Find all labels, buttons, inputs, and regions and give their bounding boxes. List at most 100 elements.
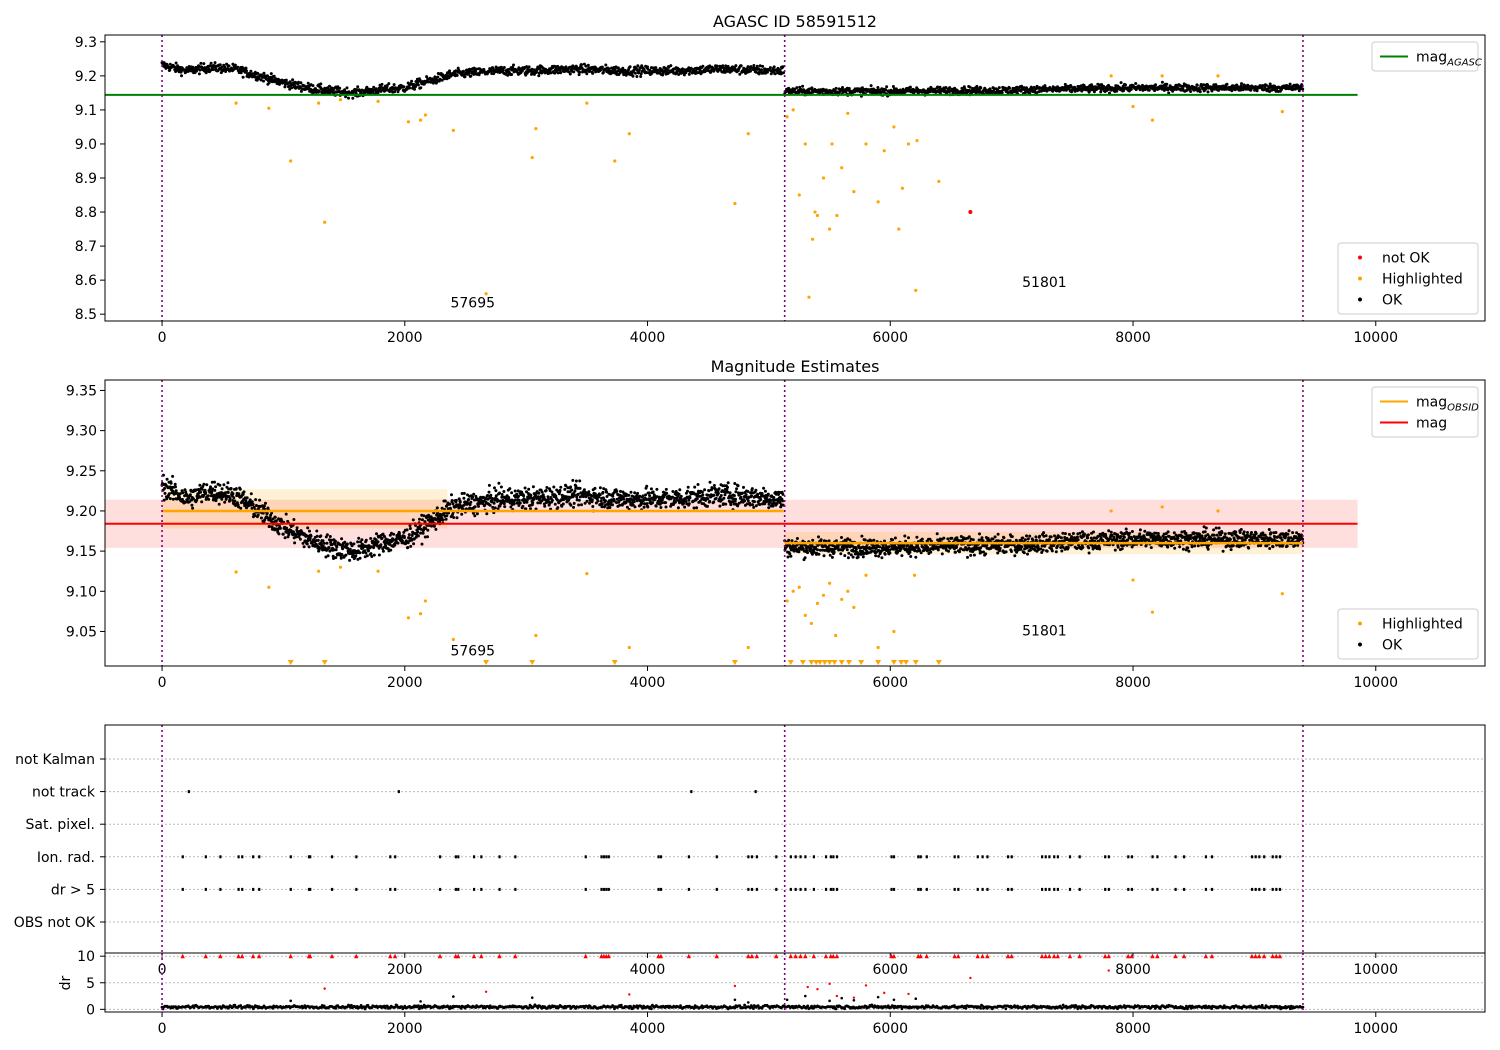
p2-ok-point (1013, 554, 1017, 558)
p2-ok-point (244, 499, 248, 503)
p2-ok-point (307, 545, 311, 549)
p1-ok-point (374, 87, 378, 91)
p1-ok-point (798, 85, 802, 89)
p2-ok-point (238, 487, 242, 491)
p1-ok-point (199, 61, 203, 65)
p2-ok-point (717, 487, 721, 491)
p1-ok-point (176, 64, 180, 68)
p1-ok-point (572, 70, 576, 74)
p1-ok-point (440, 78, 444, 82)
p1-ok-point (669, 64, 673, 68)
p2-ok-point (187, 500, 191, 504)
p2-ok-point (1002, 536, 1006, 540)
p1-ok-point (218, 63, 222, 67)
p2-ok-point (849, 553, 853, 557)
p2-ok-point (239, 506, 243, 510)
p2-ok-point (531, 485, 535, 489)
p2-ok-point (380, 536, 384, 540)
p1-ytick-label: 8.7 (75, 239, 97, 255)
p2-ok-point (604, 488, 608, 492)
p1-highlighted-point (406, 120, 411, 124)
p2-ok-point (767, 506, 771, 510)
p2-ok-point (359, 540, 362, 544)
p1-ok-point (425, 75, 429, 79)
p2-ok-point (754, 488, 758, 492)
p1-ok-point (752, 64, 756, 67)
p1-ok-point (482, 68, 486, 71)
p2-ok-point (817, 552, 821, 556)
p1-ok-point (715, 66, 718, 70)
p2-ok-point (915, 535, 919, 539)
p2-ok-point (752, 505, 756, 509)
p2-ok-point (972, 553, 976, 557)
p2-ok-point (284, 512, 288, 516)
p2-ok-point (173, 482, 177, 486)
p2-ok-point (340, 553, 344, 556)
p2-ok-point (249, 492, 253, 496)
p2-ok-point (391, 538, 395, 542)
p1-legend-dot-marker (1358, 276, 1362, 281)
p2-ok-point (168, 497, 172, 501)
p1-ytick-label: 8.9 (75, 171, 97, 187)
p2-ok-point (220, 497, 224, 501)
p1-ok-point (226, 67, 230, 71)
p2-ok-point (642, 505, 646, 509)
p1-ok-point (328, 84, 331, 88)
p2-ok-point (728, 491, 732, 495)
p2-ok-point (408, 524, 412, 528)
p2-ok-point (462, 496, 466, 500)
p2-ok-point (750, 494, 753, 498)
p2-ok-point (364, 551, 368, 555)
p2-ok-point (708, 480, 712, 484)
p1-ok-point (1195, 83, 1199, 87)
p2-ok-point (811, 538, 815, 542)
p2-ok-point (421, 531, 425, 535)
p1-xtick-label: 10000 (1353, 330, 1398, 346)
p2-xtick-label: 6000 (872, 675, 908, 691)
p2-ok-point (408, 527, 412, 530)
p2-ok-point (207, 497, 211, 501)
p2-ok-point (560, 504, 564, 508)
p2-ok-point (605, 490, 609, 494)
p2-ok-point (688, 496, 692, 500)
p2-ok-point (648, 494, 652, 498)
p1-legend-box (1337, 242, 1479, 315)
p2-ok-point (598, 486, 602, 490)
p2-ok-point (278, 526, 282, 530)
p2-ok-point (591, 505, 595, 508)
p2-ok-point (229, 487, 233, 490)
p2-ok-point (515, 501, 519, 505)
p1-ok-point (168, 62, 172, 66)
p2-ok-point (744, 493, 748, 497)
p2-ok-point (726, 481, 730, 485)
p2-ok-point (618, 503, 622, 507)
p2-ok-point (819, 538, 823, 542)
p2-ok-point (600, 505, 604, 509)
p2-ok-point (489, 493, 493, 497)
p1-highlighted-point (733, 201, 737, 206)
p2-ok-point (309, 534, 313, 538)
p2-ok-point (736, 484, 740, 488)
p1-ok-point (616, 66, 620, 70)
p1-ok-point (656, 68, 660, 72)
p2-ok-point (883, 552, 887, 556)
p2-ok-point (893, 536, 897, 540)
p2-ok-point (218, 483, 222, 487)
p2-ok-point (967, 546, 971, 550)
p1-ok-point (639, 72, 643, 76)
p2-ok-point (818, 548, 822, 552)
p1-ok-point (1129, 87, 1133, 91)
p1-highlighted-point (815, 213, 820, 218)
p2-ok-point (578, 479, 582, 483)
p2-ok-point (198, 495, 202, 499)
p2-ok-point (665, 491, 669, 495)
p2-ok-point (914, 555, 918, 559)
p2-ok-point (1063, 532, 1067, 536)
p2-ok-point (293, 541, 297, 545)
p2-ok-point (493, 506, 497, 510)
p1-highlighted-point (840, 166, 844, 170)
p1-highlighted-point (423, 113, 428, 117)
p2-ok-point (801, 547, 805, 551)
p1-ok-point (749, 69, 752, 73)
p2-ok-point (162, 498, 166, 502)
